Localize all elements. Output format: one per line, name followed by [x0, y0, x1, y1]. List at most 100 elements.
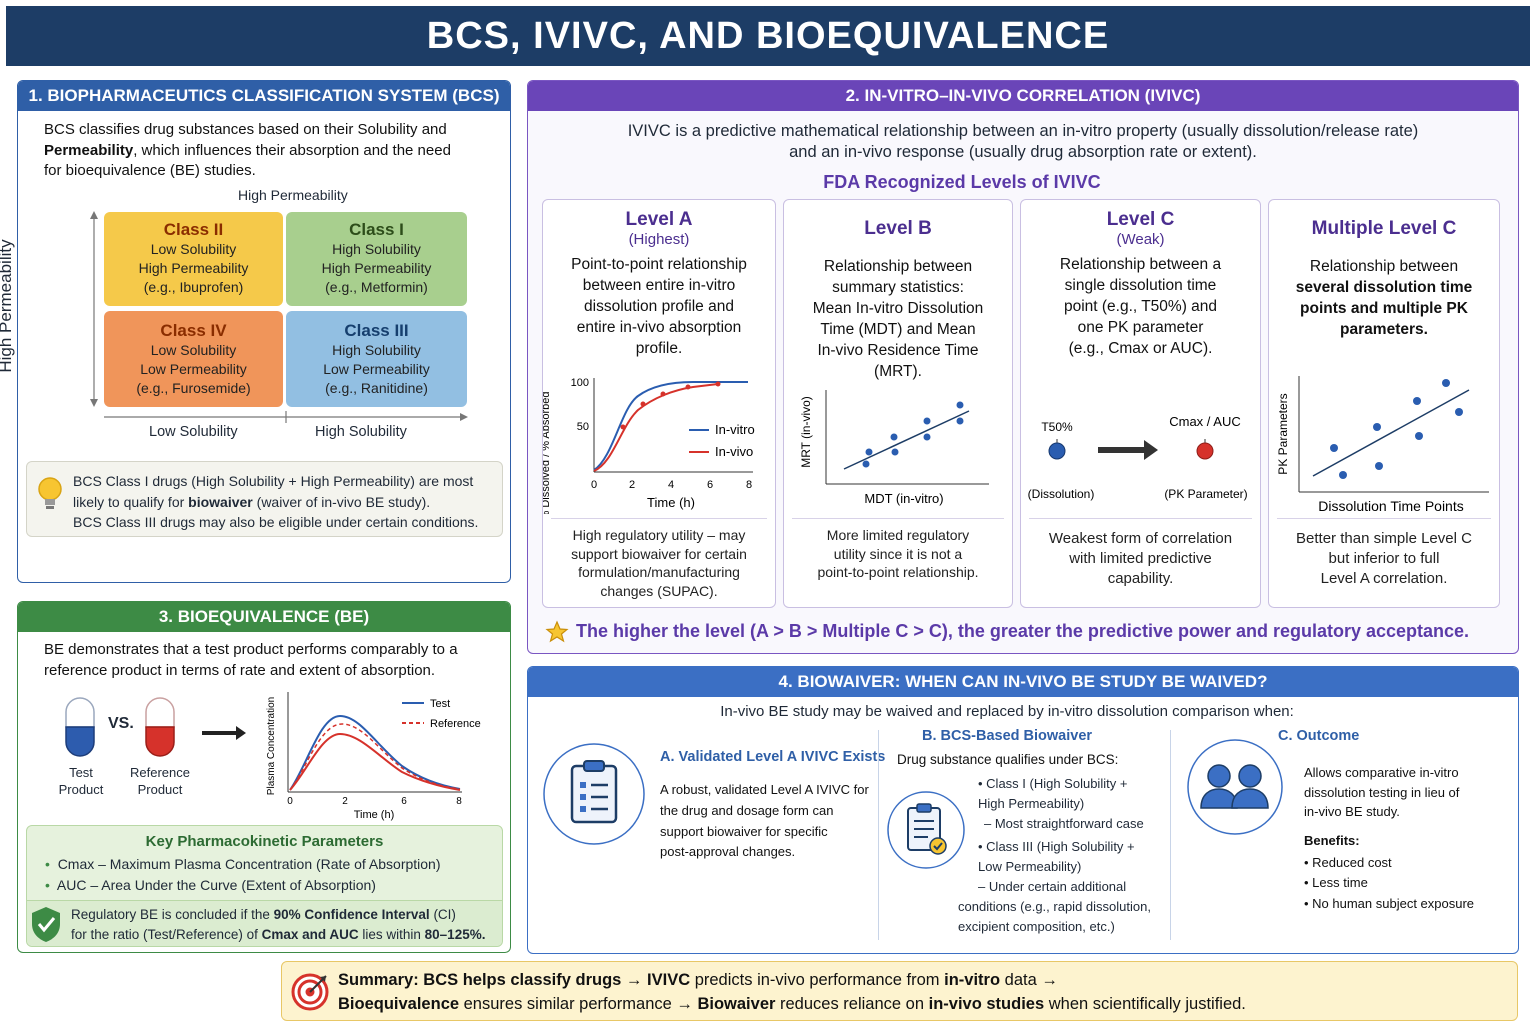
- bcs-bottom-right-label: High Solubility: [315, 424, 407, 440]
- level-foot-line: changes (SUPAC).: [600, 582, 718, 599]
- c-text-line: Allows comparative in-vitro: [1304, 765, 1459, 780]
- class-example: (e.g., Furosemide): [136, 380, 251, 396]
- a-text-line: post-approval changes.: [660, 844, 796, 860]
- be-xtick: 8: [456, 796, 462, 807]
- note-line3: BCS Class III drugs may also be eligible…: [73, 514, 479, 530]
- people-icon: [1187, 739, 1283, 835]
- level-desc-line: dissolution profile and: [584, 298, 734, 315]
- b-line: excipient composition, etc.): [958, 918, 1115, 934]
- class-name: Class IV: [160, 321, 227, 340]
- b-line: High Permeability): [978, 795, 1085, 811]
- in-vivo-curve: [593, 383, 719, 472]
- be-legend-reference: Reference: [430, 718, 481, 730]
- legend-in-vitro: In-vitro: [715, 422, 755, 437]
- ivivc-intro-line2: and an in-vivo response (usually drug ab…: [789, 143, 1257, 161]
- class-solubility: Low Solubility: [150, 342, 237, 358]
- benefit-item: • Less time: [1304, 875, 1368, 890]
- bcs-top-axis-label: High Permeability: [238, 187, 348, 203]
- level-desc-line: In-vivo Residence Time: [817, 342, 979, 359]
- test-product-label: Test Product: [46, 764, 116, 798]
- level-desc-line: (e.g., Cmax or AUC).: [1068, 340, 1213, 357]
- in-vivo-point: [660, 391, 666, 397]
- biowaiver-intro: In-vivo BE study may be waived and repla…: [720, 703, 1294, 720]
- class-permeability: High Permeability: [321, 260, 432, 276]
- b-line: conditions (e.g., rapid dissolution,: [958, 898, 1151, 914]
- summary-part: in-vivo studies: [928, 995, 1045, 1013]
- c-text-line: in-vivo BE study.: [1304, 804, 1400, 819]
- ref-label-line: Product: [137, 782, 183, 797]
- b-line: • Class III (High Solubility +: [978, 839, 1135, 855]
- level-desc-line: Point-to-point relationship: [571, 256, 747, 273]
- ref-label-line: Reference: [130, 765, 190, 780]
- class-permeability: Low Permeability: [323, 361, 430, 377]
- level-foot-line: support biowaiver for certain: [571, 545, 747, 562]
- level-desc-line: (MRT).: [874, 363, 922, 380]
- bcs-intro-line1: BCS classifies drug substances based on …: [44, 121, 447, 138]
- level-c-chart: T50% (Dissolution) Cmax / AUC (PK Parame…: [1028, 414, 1248, 501]
- ivivc-intro: IVIVC is a predictive mathematical relat…: [528, 121, 1518, 163]
- level-desc-line: point (e.g., T50%) and: [1063, 298, 1218, 315]
- bcs-intro-line2: , which influences their absorption and …: [133, 141, 451, 159]
- level-foot-line: with limited predictive: [1069, 550, 1212, 567]
- be-panel: 3. BIOEQUIVALENCE (BE) BE demonstrates t…: [17, 601, 511, 953]
- ivivc-header: 2. IN-VITRO–IN-VIVO CORRELATION (IVIVC): [528, 81, 1518, 111]
- page-title: BCS, IVIVC, AND BIOEQUIVALENCE: [6, 6, 1530, 66]
- level-a-card: Level A (Highest) Point-to-point relatio…: [542, 199, 776, 608]
- reg-text: (CI): [429, 907, 456, 922]
- level-a-xtick: 4: [668, 479, 674, 491]
- level-b-ylabel: MRT (in-vivo): [799, 396, 813, 468]
- bcs-bottom-left-label: Low Solubility: [149, 424, 238, 440]
- level-subtitle: (Weak): [1116, 231, 1165, 248]
- summary-part: reduces reliance on: [775, 995, 929, 1013]
- level-title: Level B: [864, 218, 932, 239]
- ivivc-footer: The higher the level (A > B > Multiple C…: [576, 621, 1470, 641]
- bcs-class-ii: Class II Low Solubility High Permeabilit…: [104, 212, 283, 306]
- biowaiver-c-title: C. Outcome: [1278, 728, 1360, 744]
- reg-params: Cmax and AUC: [261, 927, 359, 942]
- class-name: Class II: [163, 220, 224, 239]
- benefit-item: • No human subject exposure: [1304, 895, 1475, 911]
- level-desc-line: single dissolution time: [1064, 277, 1217, 294]
- level-b-card: Level B Relationship between summary sta…: [783, 199, 1013, 608]
- level-desc-line: Time (MDT) and Mean: [820, 321, 976, 338]
- class-solubility: Low Solubility: [150, 241, 237, 257]
- summary-part: BCS helps classify drugs →: [423, 971, 648, 989]
- regulatory-be-text: Regulatory BE is concluded if the 90% Co…: [71, 905, 485, 945]
- be-intro: BE demonstrates that a test product perf…: [44, 640, 504, 681]
- level-b-chart: MRT (in-vivo) MDT (in-vitro): [799, 390, 989, 506]
- level-b-xlabel: MDT (in-vitro): [864, 491, 943, 506]
- level-a-ylabel: % Dissolved / % Absorbed: [543, 391, 552, 514]
- biowaiver-header: 4. BIOWAIVER: WHEN CAN IN-VIVO BE STUDY …: [528, 667, 1518, 697]
- multi-c-ylabel: PK Parameters: [1276, 393, 1290, 474]
- shield-check-icon: [32, 907, 60, 942]
- be-xtick: 6: [401, 796, 407, 807]
- level-a-xtick: 8: [746, 479, 752, 491]
- level-desc-line: Relationship between: [823, 258, 973, 275]
- bcs-class-iii: Class III High Solubility Low Permeabili…: [286, 311, 467, 407]
- biowaiver-a-text: A robust, validated Level A IVIVC for th…: [660, 780, 869, 863]
- in-vivo-point: [715, 381, 721, 387]
- bcs-class-iv: Class IV Low Solubility Low Permeability…: [104, 311, 283, 407]
- level-foot-line: point-to-point relationship.: [817, 564, 979, 580]
- summary-part: data →: [1000, 971, 1058, 989]
- reg-ci: 90% Confidence Interval: [273, 907, 430, 922]
- regulatory-be-box: Regulatory BE is concluded if the 90% Co…: [27, 900, 502, 946]
- b-line: – Under certain additional: [978, 878, 1127, 894]
- in-vivo-point: [640, 401, 646, 407]
- be-xtick: 0: [287, 796, 293, 807]
- class-example: (e.g., Ranitidine): [325, 380, 428, 396]
- be-ylabel: Plasma Concentration: [266, 697, 277, 795]
- reg-text: lies within: [358, 927, 425, 942]
- level-a-xlabel: Time (h): [647, 495, 695, 510]
- level-desc-line: profile.: [635, 340, 683, 357]
- multiple-level-c-card: Multiple Level C Relationship between se…: [1268, 199, 1500, 608]
- b-line: • Class I (High Solubility +: [978, 776, 1128, 791]
- class-solubility: High Solubility: [332, 241, 421, 257]
- pk-item-auc: AUC – Area Under the Curve (Extent of Ab…: [56, 876, 376, 893]
- be-legend-test: Test: [430, 698, 450, 710]
- level-desc-line: parameters.: [1340, 321, 1428, 338]
- biowaiver-c-text: Allows comparative in-vitro dissolution …: [1304, 763, 1459, 822]
- multiple-level-c-chart: PK Parameters Dissolution Time Points: [1276, 376, 1489, 514]
- level-desc-line: several dissolution time: [1295, 279, 1473, 296]
- be-xlabel: Time (h): [354, 809, 395, 821]
